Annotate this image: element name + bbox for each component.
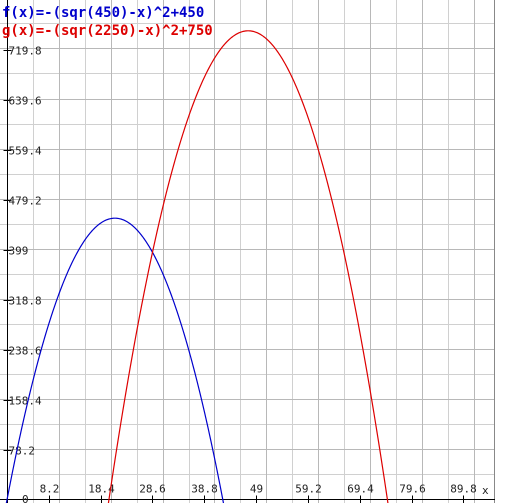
- x-tick-label: 79.6: [399, 483, 426, 496]
- y-tick-label: 78.2: [9, 445, 36, 458]
- x-tick-label: 49: [250, 483, 263, 496]
- tick-marks: [3, 50, 464, 503]
- y-tick-label: 238.6: [9, 345, 42, 358]
- legend: f(x)=-(sqr(450)-x)^2+450 g(x)=-(sqr(2250…: [2, 5, 213, 39]
- y-tick-label: 318.8: [9, 295, 42, 308]
- x-tick-label: 18.4: [88, 483, 115, 496]
- x-tick-label: 69.4: [347, 483, 374, 496]
- grid-major: [0, 0, 495, 503]
- y-zero-tick-label: 0: [22, 493, 29, 503]
- legend-entry-g: g(x)=-(sqr(2250)-x)^2+750: [2, 23, 213, 39]
- series-lines: [5, 30, 389, 503]
- y-tick-label: 399: [9, 245, 29, 258]
- x-tick-label: 89.8: [450, 483, 477, 496]
- x-tick-label: 8.2: [40, 483, 60, 496]
- x-tick-label: 38.8: [191, 483, 218, 496]
- y-tick-label: 479.2: [9, 195, 42, 208]
- x-tick-label: 59.2: [295, 483, 322, 496]
- y-tick-label: 559.4: [9, 145, 42, 158]
- y-tick-label: 158.4: [9, 395, 42, 408]
- y-tick-label: 639.6: [9, 95, 42, 108]
- x-axis-label: x: [482, 484, 489, 497]
- legend-entry-f: f(x)=-(sqr(450)-x)^2+450: [2, 5, 204, 21]
- series-line-f: [5, 217, 225, 503]
- y-tick-label: 719.8: [9, 45, 42, 58]
- tick-labels: 8.2 18.4 28.6 38.8 49 59.2 69.4 79.6 89.8 78.2 158…: [9, 45, 477, 496]
- series-line-g: [107, 30, 389, 503]
- x-tick-label: 28.6: [139, 483, 166, 496]
